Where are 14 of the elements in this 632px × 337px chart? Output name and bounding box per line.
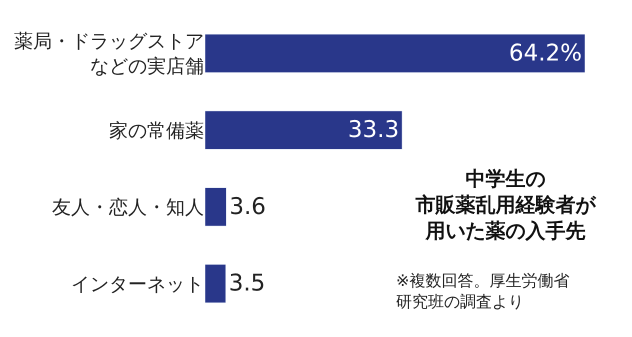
bar [205,110,402,150]
data-label: 33.3 [348,117,400,144]
text: 中学生の市販薬乱用経験者が用いた薬の入手先 [414,166,597,242]
y-tick-label: 薬局・ドラッグストアなどの実店舗 [14,30,204,78]
bar [205,264,226,304]
bar [205,34,585,73]
data-label: 64.2% [508,40,582,66]
y-tick-label: 家の常備薬 [109,120,204,142]
y-tick-label: 友人・恋人・知人 [52,196,204,219]
y-tick-label: インターネット [71,273,204,296]
bar [205,187,227,226]
annotation: ※複数回答。厚生労働省研究班の調査より [396,271,570,311]
data-label: 3.5 [228,270,266,297]
data-label: 3.6 [229,194,266,220]
